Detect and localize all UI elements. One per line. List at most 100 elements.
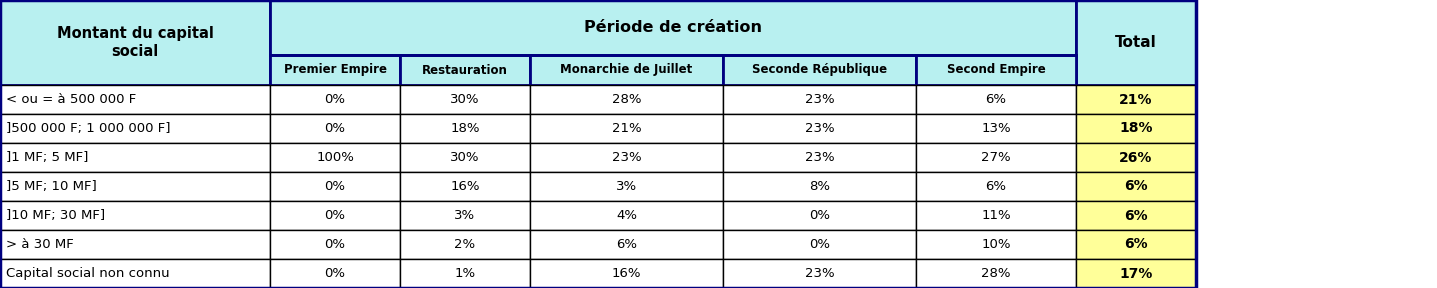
Text: 0%: 0%: [325, 267, 345, 280]
Text: ]500 000 F; 1 000 000 F]: ]500 000 F; 1 000 000 F]: [6, 122, 171, 135]
Text: 6%: 6%: [1124, 238, 1148, 251]
Bar: [0, 230, 270, 259]
Text: 6%: 6%: [986, 93, 1006, 106]
Text: 28%: 28%: [981, 267, 1010, 280]
Bar: [530, 55, 723, 85]
Bar: [0, 259, 270, 288]
Bar: [270, 259, 399, 288]
Bar: [270, 201, 399, 230]
Text: Second Empire: Second Empire: [947, 63, 1045, 77]
Text: 4%: 4%: [616, 209, 637, 222]
Bar: [270, 230, 399, 259]
Bar: [0, 143, 270, 172]
Bar: [399, 201, 530, 230]
Text: 0%: 0%: [325, 93, 345, 106]
Bar: [530, 230, 723, 259]
Text: 6%: 6%: [986, 180, 1006, 193]
Bar: [1076, 0, 1196, 85]
Bar: [399, 55, 530, 85]
Bar: [723, 55, 915, 85]
Text: 28%: 28%: [612, 93, 641, 106]
Bar: [723, 259, 915, 288]
Bar: [915, 201, 1076, 230]
Bar: [270, 172, 399, 201]
Bar: [915, 85, 1076, 114]
Text: 0%: 0%: [809, 238, 831, 251]
Bar: [0, 85, 270, 114]
Bar: [915, 230, 1076, 259]
Bar: [915, 55, 1076, 85]
Text: Premier Empire: Premier Empire: [283, 63, 387, 77]
Text: 23%: 23%: [805, 93, 835, 106]
Bar: [399, 85, 530, 114]
Bar: [915, 172, 1076, 201]
Text: 30%: 30%: [450, 151, 480, 164]
Bar: [0, 172, 270, 201]
Text: 100%: 100%: [316, 151, 354, 164]
Bar: [915, 143, 1076, 172]
Text: 13%: 13%: [981, 122, 1010, 135]
Bar: [399, 230, 530, 259]
Text: < ou = à 500 000 F: < ou = à 500 000 F: [6, 93, 137, 106]
Text: Capital social non connu: Capital social non connu: [6, 267, 170, 280]
Bar: [530, 85, 723, 114]
Bar: [915, 114, 1076, 143]
Text: ]1 MF; 5 MF]: ]1 MF; 5 MF]: [6, 151, 88, 164]
Bar: [915, 259, 1076, 288]
Bar: [1076, 114, 1196, 143]
Bar: [1076, 201, 1196, 230]
Text: Monarchie de Juillet: Monarchie de Juillet: [560, 63, 693, 77]
Text: 30%: 30%: [450, 93, 480, 106]
Text: Total: Total: [1115, 35, 1157, 50]
Bar: [0, 0, 1196, 288]
Text: 18%: 18%: [1119, 122, 1152, 135]
Bar: [1076, 143, 1196, 172]
Bar: [1076, 259, 1196, 288]
Text: 10%: 10%: [981, 238, 1010, 251]
Bar: [723, 172, 915, 201]
Bar: [399, 143, 530, 172]
Text: 17%: 17%: [1119, 266, 1152, 281]
Bar: [1076, 230, 1196, 259]
Bar: [270, 85, 399, 114]
Text: 18%: 18%: [450, 122, 480, 135]
Text: 2%: 2%: [454, 238, 476, 251]
Text: 0%: 0%: [325, 209, 345, 222]
Text: 6%: 6%: [616, 238, 637, 251]
Text: 0%: 0%: [325, 180, 345, 193]
Text: 3%: 3%: [616, 180, 637, 193]
Text: 26%: 26%: [1119, 151, 1152, 164]
Text: Restauration: Restauration: [422, 63, 507, 77]
Bar: [530, 114, 723, 143]
Bar: [723, 114, 915, 143]
Text: 0%: 0%: [325, 122, 345, 135]
Text: 21%: 21%: [612, 122, 641, 135]
Text: 6%: 6%: [1124, 179, 1148, 194]
Text: 8%: 8%: [809, 180, 831, 193]
Text: 23%: 23%: [612, 151, 641, 164]
Text: 23%: 23%: [805, 151, 835, 164]
Text: 27%: 27%: [981, 151, 1010, 164]
Bar: [723, 143, 915, 172]
Text: 16%: 16%: [612, 267, 641, 280]
Bar: [270, 114, 399, 143]
Text: Période de création: Période de création: [583, 20, 762, 35]
Text: ]5 MF; 10 MF]: ]5 MF; 10 MF]: [6, 180, 96, 193]
Bar: [399, 259, 530, 288]
Bar: [270, 143, 399, 172]
Text: 0%: 0%: [325, 238, 345, 251]
Bar: [399, 172, 530, 201]
Text: Montant du capital
social: Montant du capital social: [56, 26, 214, 59]
Text: 23%: 23%: [805, 122, 835, 135]
Text: 3%: 3%: [454, 209, 476, 222]
Bar: [0, 114, 270, 143]
Bar: [270, 0, 1076, 55]
Text: Seconde République: Seconde République: [752, 63, 887, 77]
Bar: [530, 259, 723, 288]
Bar: [1076, 172, 1196, 201]
Text: 16%: 16%: [450, 180, 480, 193]
Bar: [723, 230, 915, 259]
Bar: [723, 201, 915, 230]
Text: 21%: 21%: [1119, 92, 1152, 107]
Bar: [0, 0, 270, 85]
